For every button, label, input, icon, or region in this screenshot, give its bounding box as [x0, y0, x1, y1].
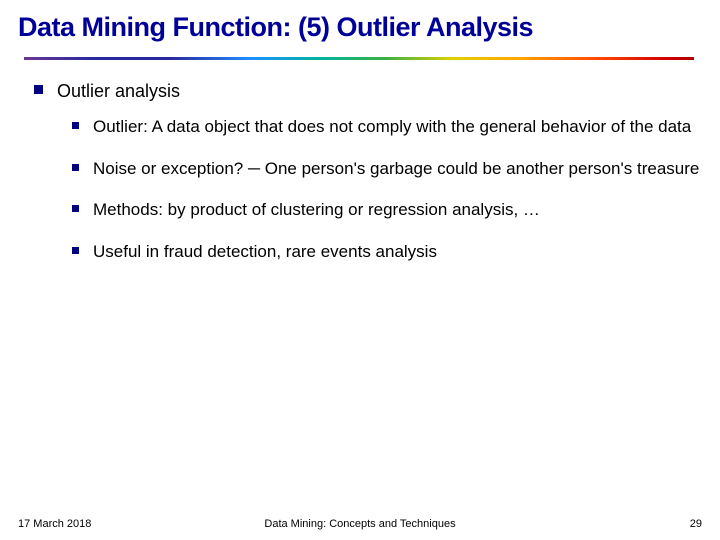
- divider-rainbow: [24, 57, 694, 60]
- square-bullet-icon: [34, 85, 43, 94]
- slide-title: Data Mining Function: (5) Outlier Analys…: [18, 12, 702, 43]
- footer: 17 March 2018 Data Mining: Concepts and …: [0, 510, 720, 530]
- footer-page-number: 29: [690, 518, 702, 530]
- content-area: Outlier analysis Outlier: A data object …: [18, 78, 702, 264]
- square-bullet-icon: [72, 247, 79, 254]
- footer-title: Data Mining: Concepts and Techniques: [0, 518, 720, 530]
- square-bullet-icon: [72, 122, 79, 129]
- list-item: Methods: by product of clustering or reg…: [72, 197, 702, 223]
- sub-list: Outlier: A data object that does not com…: [72, 114, 702, 264]
- slide: Data Mining Function: (5) Outlier Analys…: [0, 0, 720, 540]
- list-item: Noise or exception? ─ One person's garba…: [72, 156, 702, 182]
- list-item: Outlier analysis: [34, 78, 702, 104]
- lvl2-text: Outlier: A data object that does not com…: [93, 114, 691, 140]
- square-bullet-icon: [72, 164, 79, 171]
- lvl2-text: Methods: by product of clustering or reg…: [93, 197, 540, 223]
- lvl1-label: Outlier analysis: [57, 78, 180, 104]
- list-item: Useful in fraud detection, rare events a…: [72, 239, 702, 265]
- lvl2-text: Noise or exception? ─ One person's garba…: [93, 156, 699, 182]
- lvl2-text: Useful in fraud detection, rare events a…: [93, 239, 437, 265]
- list-item: Outlier: A data object that does not com…: [72, 114, 702, 140]
- square-bullet-icon: [72, 205, 79, 212]
